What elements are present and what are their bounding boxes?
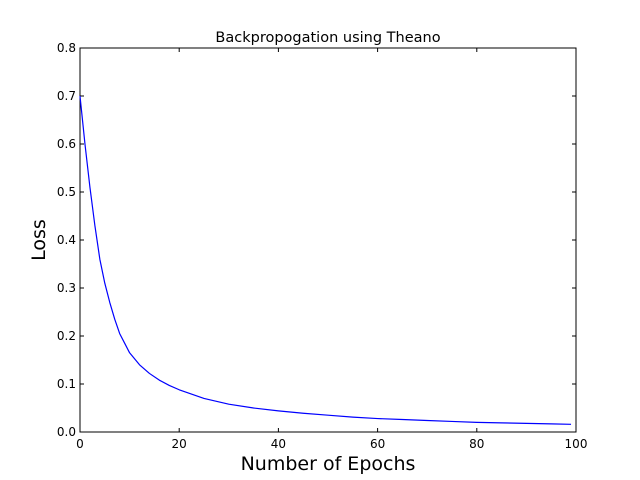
y-axis-label: Loss: [28, 219, 50, 261]
x-tick-label: 80: [469, 437, 484, 451]
y-tick-label: 0.5: [57, 185, 76, 199]
tick-marks: [79, 47, 577, 433]
plot-area: [79, 47, 577, 433]
chart-title: Backpropogation using Theano: [215, 30, 440, 46]
y-tick-label: 0.6: [57, 137, 76, 151]
x-axis-label: Number of Epochs: [241, 453, 416, 475]
x-tick-label: 40: [271, 437, 286, 451]
loss-line: [79, 95, 572, 425]
x-tick-label: 0: [76, 437, 84, 451]
y-tick-label: 0.7: [57, 89, 76, 103]
x-tick-label: 100: [565, 437, 588, 451]
y-tick-label: 0.8: [57, 41, 76, 55]
y-tick-label: 0.0: [57, 425, 76, 439]
y-tick-label: 0.1: [57, 377, 76, 391]
y-tick-label: 0.2: [57, 329, 76, 343]
series-layer: [79, 95, 572, 425]
x-tick-label: 60: [370, 437, 385, 451]
x-tick-label: 20: [172, 437, 187, 451]
y-tick-label: 0.3: [57, 281, 76, 295]
y-tick-label: 0.4: [57, 233, 76, 247]
tick-labels: 0 20 40 60 80 100 0.0 0.1 0.2 0.3 0.4 0.5 0.6 0.7 0.8: [57, 41, 588, 451]
